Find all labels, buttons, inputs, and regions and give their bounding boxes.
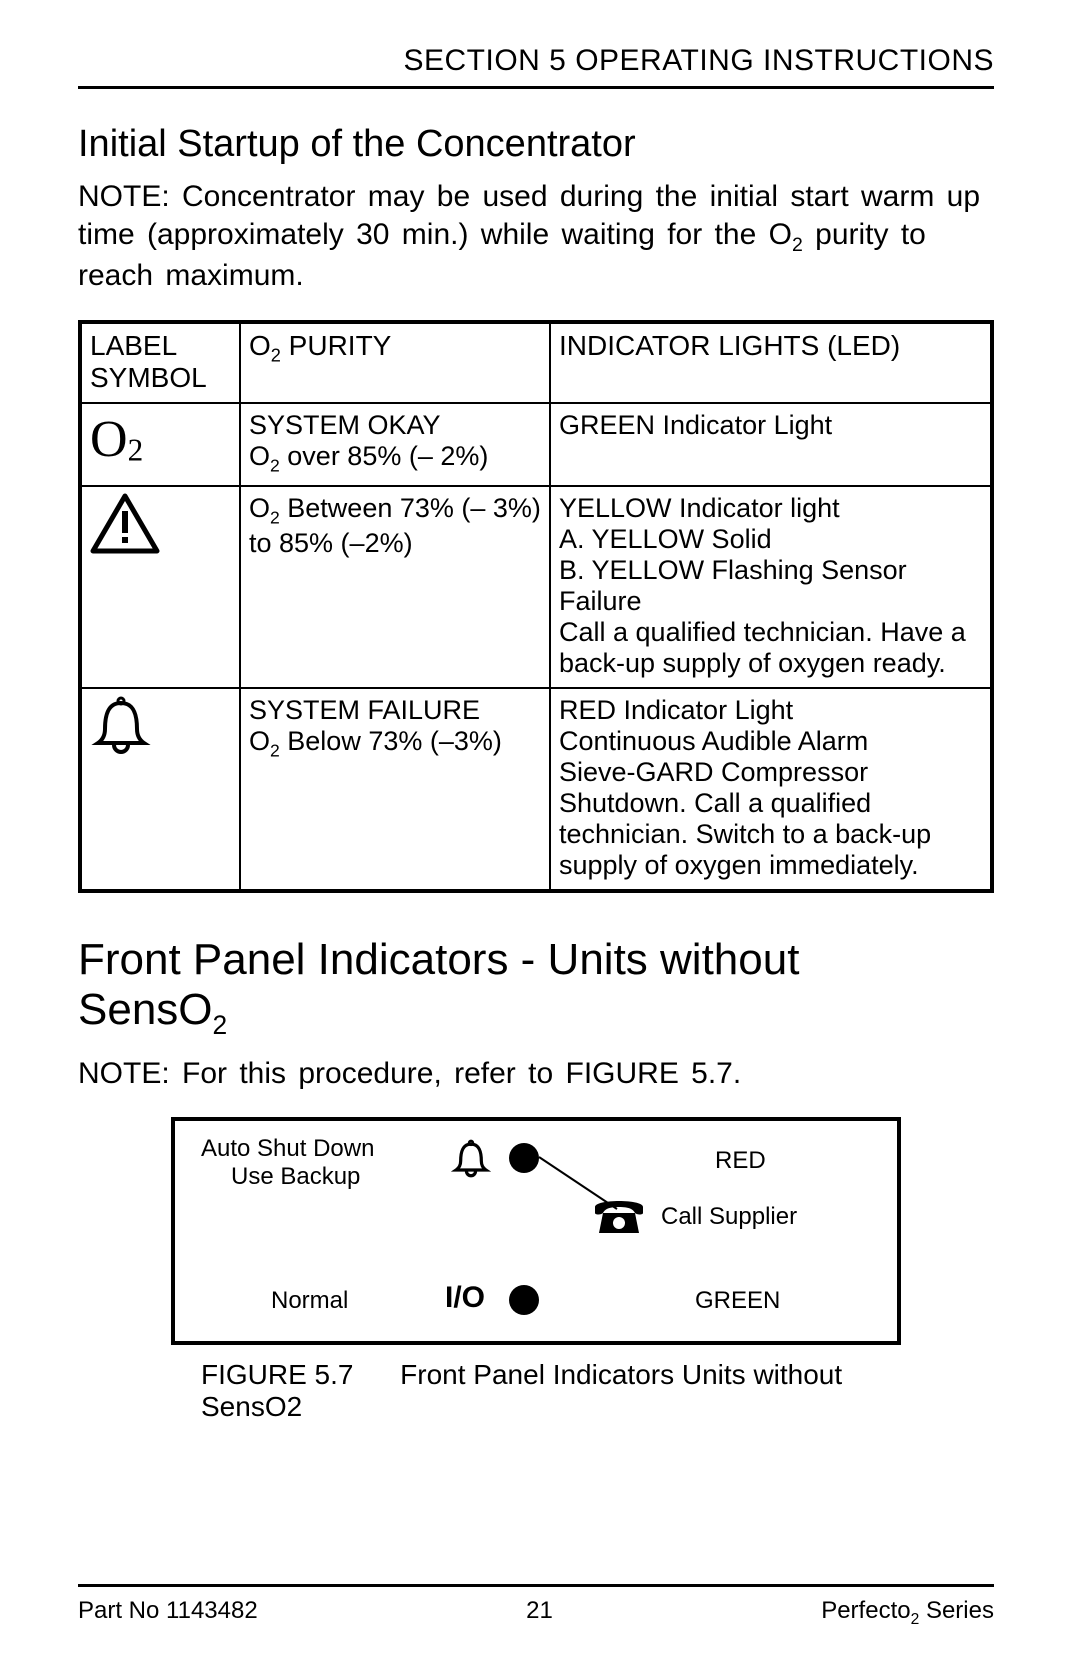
label-normal: Normal: [271, 1287, 348, 1315]
th-label: LABEL: [90, 330, 233, 362]
led-dot-red: [509, 1143, 539, 1173]
section-header: SECTION 5 OPERATING INSTRUCTIONS: [78, 44, 994, 89]
th-purity-post: PURITY: [281, 330, 391, 361]
footer-pageno: 21: [526, 1597, 553, 1629]
footer-partno: Part No 1143482: [78, 1597, 258, 1629]
symbol-bell: [80, 688, 240, 891]
purity-line1-post: Between 73% (– 3%) to 85% (–2%): [249, 493, 541, 558]
figure-caption: FIGURE 5.7 Front Panel Indicators Units …: [171, 1359, 901, 1423]
th-led: INDICATOR LIGHTS (LED): [550, 322, 992, 403]
footer-series: Perfecto2 Series: [821, 1597, 994, 1629]
purity-cell: O2 Between 73% (– 3%) to 85% (–2%): [240, 486, 550, 688]
label-io: I/O: [445, 1281, 485, 1315]
label-auto-shutdown: Auto Shut Down: [201, 1135, 374, 1163]
note-warmup: NOTE: Concentrator may be used during th…: [78, 178, 994, 294]
page: SECTION 5 OPERATING INSTRUCTIONS Initial…: [0, 0, 1080, 1669]
purity-line2-post: Below 73% (–3%): [280, 726, 502, 756]
front-panel-diagram: Auto Shut Down Use Backup RED Call Suppl…: [171, 1117, 901, 1345]
note-figure-ref: NOTE: For this procedure, refer to FIGUR…: [78, 1057, 994, 1091]
th-label-symbol: LABEL SYMBOL: [80, 322, 240, 403]
purity-line1: SYSTEM OKAY: [249, 410, 543, 441]
warning-icon: [90, 493, 160, 555]
purity-line2-sub: 2: [270, 740, 280, 760]
label-green: GREEN: [695, 1287, 780, 1315]
section2-line2-sub: 2: [213, 1010, 228, 1040]
purity-line2-post: over 85% (– 2%): [280, 441, 489, 471]
bell-icon: [90, 695, 152, 757]
symbol-o2: O2: [80, 403, 240, 485]
purity-cell: SYSTEM FAILURE O2 Below 73% (–3%): [240, 688, 550, 891]
purity-line1-sub: 2: [270, 507, 280, 527]
caption-fig: FIGURE 5.7: [201, 1359, 353, 1390]
purity-cell: SYSTEM OKAY O2 over 85% (– 2%): [240, 403, 550, 485]
indicator-table: LABEL SYMBOL O2 PURITY INDICATOR LIGHTS …: [78, 320, 994, 892]
purity-line2-sub: 2: [270, 456, 280, 476]
footer-series-sub: 2: [911, 1611, 920, 1628]
table-row: O2 Between 73% (– 3%) to 85% (–2%) YELLO…: [80, 486, 992, 688]
led-cell: GREEN Indicator Light: [550, 403, 992, 485]
th-purity-pre: O: [249, 330, 271, 361]
section2-line1: Front Panel Indicators - Units without: [78, 935, 799, 984]
note-sub: 2: [792, 234, 803, 256]
led-cell: RED Indicator Light Continuous Audible A…: [550, 688, 992, 891]
footer-series-pre: Perfecto: [821, 1597, 910, 1624]
symbol-warning: [80, 486, 240, 688]
led-dot-green: [509, 1285, 539, 1315]
th-purity-sub: 2: [271, 346, 281, 366]
label-use-backup: Use Backup: [231, 1163, 360, 1191]
table-row: SYSTEM FAILURE O2 Below 73% (–3%) RED In…: [80, 688, 992, 891]
panel-figure: Auto Shut Down Use Backup RED Call Suppl…: [171, 1117, 901, 1423]
table-row: O2 SYSTEM OKAY O2 over 85% (– 2%) GREEN …: [80, 403, 992, 485]
purity-line1: SYSTEM FAILURE: [249, 695, 543, 726]
th-purity: O2 PURITY: [240, 322, 550, 403]
subsection-title: Initial Startup of the Concentrator: [78, 123, 994, 166]
purity-line2-pre: O: [249, 441, 270, 471]
label-red: RED: [715, 1147, 766, 1175]
label-call-supplier: Call Supplier: [661, 1203, 797, 1231]
th-symbol: SYMBOL: [90, 362, 233, 394]
purity-line1-pre: O: [249, 493, 270, 523]
bell-icon: [451, 1139, 491, 1179]
led-cell: YELLOW Indicator light A. YELLOW Solid B…: [550, 486, 992, 688]
section2-title: Front Panel Indicators - Units without S…: [78, 935, 994, 1041]
purity-line2-pre: O: [249, 726, 270, 756]
footer-series-post: Series: [919, 1597, 994, 1624]
section2-line2-pre: SensO: [78, 985, 213, 1034]
page-footer: Part No 1143482 21 Perfecto2 Series: [78, 1584, 994, 1629]
phone-icon: [591, 1193, 647, 1237]
